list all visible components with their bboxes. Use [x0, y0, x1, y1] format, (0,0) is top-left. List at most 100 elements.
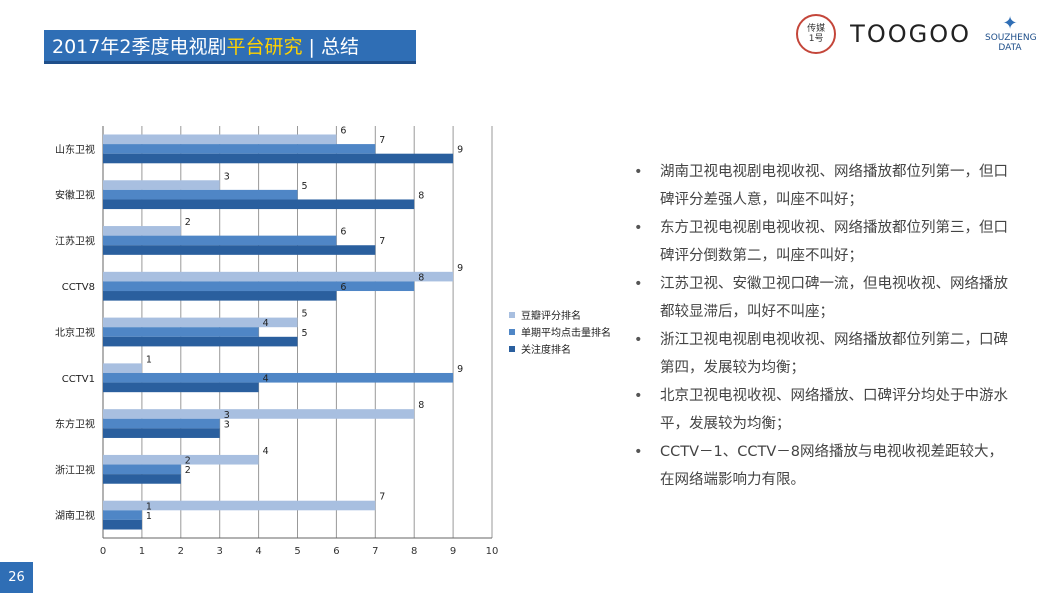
page-number: 26 [0, 562, 33, 593]
data-label: 2 [185, 217, 191, 228]
data-label: 3 [224, 419, 230, 430]
data-label: 4 [263, 318, 269, 329]
data-label: 5 [302, 328, 308, 339]
bar [103, 235, 337, 246]
legend-swatch [509, 312, 515, 318]
data-label: 1 [146, 501, 152, 512]
title-main: 2017年2季度电视剧 [52, 36, 227, 58]
media-logo: 传媒 1号 [796, 14, 837, 54]
category-label: 山东卫视 [55, 143, 95, 156]
data-label: 1 [146, 354, 152, 365]
data-label: 8 [418, 272, 424, 283]
bar [103, 372, 454, 383]
title-highlight: 平台研究 [226, 36, 303, 58]
bar [103, 327, 259, 337]
summary-item: 浙江卫视电视剧电视收视、网络播放都位列第二，口碑第四，发展较为均衡； [634, 326, 1014, 382]
x-tick-label: 1 [139, 546, 145, 557]
bar [103, 519, 142, 530]
bar [103, 500, 376, 511]
data-label: 8 [418, 400, 424, 411]
category-label: CCTV1 [62, 374, 95, 385]
x-tick-label: 4 [255, 546, 261, 557]
title-separator: | [308, 36, 315, 58]
bar [103, 418, 220, 429]
bar [103, 382, 259, 393]
legend-label: 单期平均点击量排名 [521, 326, 611, 339]
summary-item: CCTV－1、CCTV－8网络播放与电视收视差距较大，在网络端影响力有限。 [634, 438, 1014, 494]
summary-item: 东方卫视电视剧电视收视、网络播放都位列第三，但口碑评分倒数第二，叫座不叫好； [634, 214, 1014, 270]
bar [103, 281, 415, 292]
category-label: 江苏卫视 [55, 234, 95, 247]
x-tick-label: 7 [372, 546, 378, 557]
bar [103, 454, 259, 465]
bar [103, 336, 298, 347]
title-tail: 总结 [320, 36, 359, 58]
bar [103, 510, 142, 520]
data-label: 6 [340, 125, 346, 136]
bar [103, 363, 142, 373]
data-label: 9 [457, 145, 463, 156]
x-tick-label: 0 [100, 546, 106, 557]
summary-list: 湖南卫视电视剧电视收视、网络播放都位列第一，但口碑评分差强人意，叫座不叫好； 东… [634, 158, 1014, 494]
x-tick-label: 10 [486, 546, 499, 557]
legend-swatch [509, 329, 515, 335]
data-label: 7 [379, 236, 385, 247]
data-label: 7 [379, 492, 385, 503]
category-label: 北京卫视 [55, 326, 95, 339]
category-label: 东方卫视 [55, 418, 95, 431]
x-tick-label: 5 [294, 546, 300, 557]
x-tick-label: 6 [333, 546, 339, 557]
data-label: 3 [224, 410, 230, 421]
bar [103, 291, 337, 301]
summary-item: 北京卫视电视收视、网络播放、口碑评分均处于中游水平，发展较为均衡； [634, 382, 1014, 438]
toogoo-logo: TOOGOO [850, 20, 971, 48]
data-label: 9 [457, 263, 463, 274]
bar [103, 245, 376, 255]
x-tick-label: 3 [217, 546, 223, 557]
media-logo-text-2: 1号 [808, 34, 824, 44]
x-tick-label: 9 [450, 546, 456, 557]
bar [103, 144, 376, 154]
bar [103, 271, 454, 282]
category-label: 安徽卫视 [55, 189, 95, 202]
souzheng-logo-text: SOUZHENG DATA [985, 33, 1037, 53]
data-label: 3 [224, 171, 230, 182]
x-tick-label: 2 [178, 546, 184, 557]
data-label: 2 [185, 456, 191, 467]
souzheng-mark-icon: ✦ [1002, 13, 1018, 34]
souzheng-logo: ✦ SOUZHENG DATA [985, 13, 1037, 54]
bar [103, 199, 415, 210]
data-label: 8 [418, 190, 424, 201]
bar [103, 428, 220, 438]
bar [103, 180, 220, 190]
logo-group: 传媒 1号 TOOGOO ✦ SOUZHENG DATA [796, 13, 1037, 54]
data-label: 7 [379, 135, 385, 146]
bar [103, 153, 454, 164]
data-label: 6 [340, 227, 346, 238]
bar [103, 134, 337, 145]
category-label: CCTV8 [62, 282, 95, 293]
data-label: 4 [263, 374, 269, 385]
page-title: 2017年2季度电视剧平台研究 | 总结 [44, 30, 416, 64]
legend-label: 关注度排名 [521, 343, 571, 356]
bar [103, 474, 181, 484]
media-logo-text-1: 传媒 [807, 24, 826, 34]
category-label: 湖南卫视 [55, 509, 95, 522]
category-label: 浙江卫视 [55, 463, 95, 476]
data-label: 1 [146, 511, 152, 522]
x-tick-label: 8 [411, 546, 417, 557]
data-label: 2 [185, 465, 191, 476]
data-label: 5 [302, 181, 308, 192]
data-label: 9 [457, 364, 463, 375]
summary-item: 湖南卫视电视剧电视收视、网络播放都位列第一，但口碑评分差强人意，叫座不叫好； [634, 158, 1014, 214]
bar [103, 226, 181, 236]
ranking-bar-chart: 0 1 2 3 4 5 6 7 8 9 10 山东卫视 6 7 9 安徽卫视 3 5 8 江苏卫视 2 6 7 CCTV8 9 8… [55, 125, 611, 557]
data-label: 5 [302, 309, 308, 320]
bar [103, 409, 415, 419]
data-label: 4 [263, 446, 269, 457]
legend-label: 豆瓣评分排名 [521, 309, 581, 322]
bar [103, 464, 181, 475]
summary-item: 江苏卫视、安徽卫视口碑一流，但电视收视、网络播放都较显滞后，叫好不叫座； [634, 270, 1014, 326]
data-label: 6 [340, 282, 346, 293]
bar [103, 317, 298, 328]
